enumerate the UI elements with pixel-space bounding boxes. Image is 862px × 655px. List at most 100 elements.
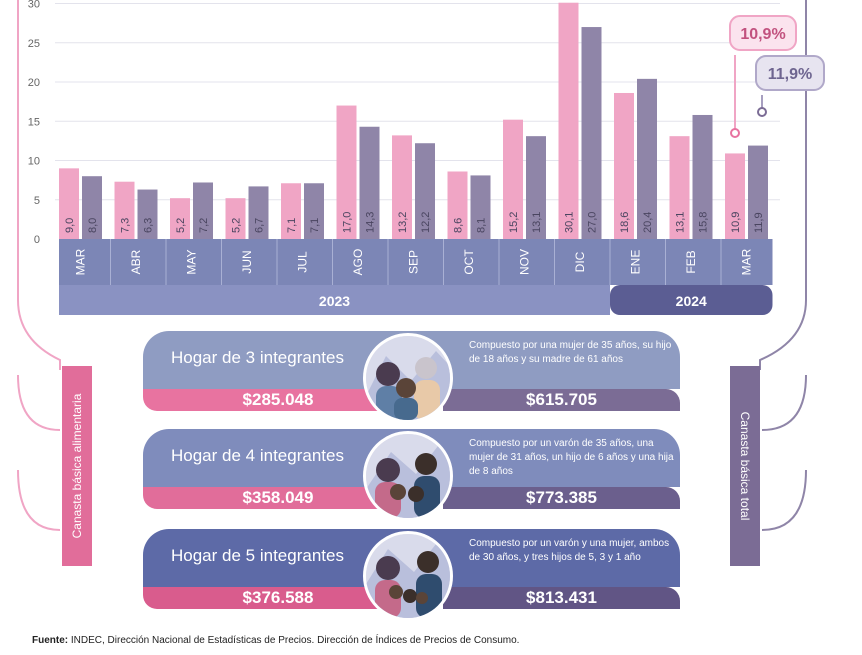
- cba-value: $285.048: [242, 390, 314, 409]
- card-title: Hogar de 5 integrantes: [171, 546, 344, 565]
- cba-side-text: Canasta básica alimentaria: [70, 393, 84, 539]
- callout-dot-purple: [757, 107, 767, 117]
- bar: [669, 136, 690, 239]
- cbt-value: $773.385: [526, 488, 597, 507]
- bar-value-label: 5,2: [175, 218, 187, 233]
- card-description: Compuesto por un varón y una mujer, ambo…: [469, 538, 670, 563]
- y-tick-label: 25: [28, 38, 40, 50]
- bar: [637, 78, 657, 239]
- cbt-side-label: Canasta básica total: [730, 366, 760, 566]
- family-photo: [363, 333, 453, 423]
- bar: [415, 143, 435, 239]
- y-tick-label: 5: [34, 195, 40, 207]
- family-photo: [363, 431, 453, 521]
- family-illustration-icon: [366, 434, 450, 518]
- bar-value-label: 7,1: [309, 218, 321, 233]
- cba-value: $358.049: [242, 488, 314, 507]
- bar-value-label: 7,1: [286, 218, 298, 233]
- month-tick-label: JUN: [240, 250, 254, 273]
- month-band: [59, 239, 773, 285]
- cbt-value: $813.431: [526, 588, 597, 607]
- month-tick-label: FEB: [684, 250, 698, 273]
- month-tick-label: MAY: [185, 249, 199, 274]
- family-photo: [363, 531, 453, 621]
- cba-bar: [143, 487, 423, 509]
- bar: [503, 119, 523, 239]
- cba-bar: [143, 389, 423, 411]
- callout-dot-pink: [730, 128, 740, 138]
- bar-value-label: 10,9: [730, 212, 742, 233]
- bar: [725, 153, 745, 239]
- bar-value-label: 8,6: [453, 218, 465, 233]
- card-title: Hogar de 4 integrantes: [171, 446, 344, 465]
- cba-value: $376.588: [242, 588, 314, 607]
- month-tick-label: OCT: [462, 249, 476, 275]
- card-description: Compuesto por una mujer de 35 años, su h…: [469, 340, 672, 365]
- household-card-4: Hogar de 4 integrantes Compuesto por un …: [143, 429, 680, 521]
- bar-value-label: 15,2: [508, 212, 520, 233]
- month-tick-label: NOV: [518, 249, 532, 275]
- bar-chart: 0 5 10 15 20 25 30 9,0 8,0 7,3 6,3 5,2 7,2 5,2 6,7 7,1 7…: [28, 0, 825, 315]
- bar: [137, 189, 158, 239]
- cbt-bar: [443, 487, 680, 509]
- bar: [748, 145, 768, 239]
- bar: [558, 2, 579, 240]
- source-text: INDEC, Dirección Nacional de Estadística…: [68, 635, 520, 646]
- bar: [692, 114, 713, 239]
- bar: [170, 198, 190, 239]
- bar-value-label: 8,0: [87, 218, 99, 233]
- source-note: Fuente: INDEC, Dirección Nacional de Est…: [32, 635, 519, 646]
- year-label: 2024: [676, 293, 707, 309]
- y-tick-label: 15: [28, 116, 40, 128]
- bar: [447, 171, 468, 239]
- bar-value-label: 17,0: [342, 212, 354, 233]
- year-band: [59, 285, 610, 315]
- bar-value-label: 8,1: [476, 218, 488, 233]
- year-label: 2023: [319, 293, 350, 309]
- bar-value-label: 13,1: [531, 212, 543, 233]
- month-tick-label: SEP: [407, 250, 421, 274]
- bar: [304, 183, 324, 239]
- family-illustration-icon: [366, 534, 450, 618]
- family-illustration-icon: [366, 336, 450, 420]
- bar: [281, 183, 301, 239]
- bar-value-label: 18,6: [619, 212, 631, 233]
- bar: [392, 135, 412, 239]
- bar: [581, 27, 602, 239]
- bar: [225, 198, 246, 239]
- bar-value-label: 13,2: [397, 212, 409, 233]
- source-label: Fuente:: [32, 635, 69, 646]
- bar-value-label: 30,1: [564, 212, 576, 233]
- year-band: [610, 285, 773, 315]
- callout-purple-label: 11,9%: [768, 66, 812, 83]
- cbt-bar: [443, 587, 680, 609]
- bar-value-label: 6,7: [254, 218, 266, 233]
- bar-value-label: 15,8: [698, 212, 710, 233]
- household-card-5: Hogar de 5 integrantes Compuesto por un …: [143, 529, 680, 621]
- year-band-corner: [59, 285, 73, 315]
- y-tick-label: 30: [28, 0, 40, 11]
- bar: [614, 92, 634, 240]
- bar: [82, 176, 102, 239]
- cba-bar: [143, 587, 423, 609]
- bar-value-label: 14,3: [365, 212, 377, 233]
- y-tick-label: 0: [34, 234, 40, 246]
- month-tick-label: DIC: [573, 251, 587, 272]
- bar-value-label: 27,0: [587, 212, 599, 233]
- bar-value-label: 7,2: [198, 218, 210, 233]
- bar-value-label: 6,3: [143, 218, 155, 233]
- household-card-3: Hogar de 3 integrantes Compuesto por una…: [143, 331, 680, 423]
- month-tick-label: ABR: [129, 249, 143, 274]
- bar: [59, 168, 79, 239]
- callout-box-pink: [729, 15, 797, 51]
- y-tick-label: 20: [28, 77, 40, 89]
- month-tick-label: MAR: [740, 248, 754, 275]
- bar-value-label: 5,2: [231, 218, 243, 233]
- bar: [359, 126, 380, 239]
- bar: [248, 186, 269, 239]
- bar-value-label: 12,2: [420, 212, 432, 233]
- cbt-bar: [443, 389, 680, 411]
- cba-side-label: Canasta básica alimentaria: [62, 366, 92, 566]
- cbt-side-text: Canasta básica total: [738, 411, 752, 521]
